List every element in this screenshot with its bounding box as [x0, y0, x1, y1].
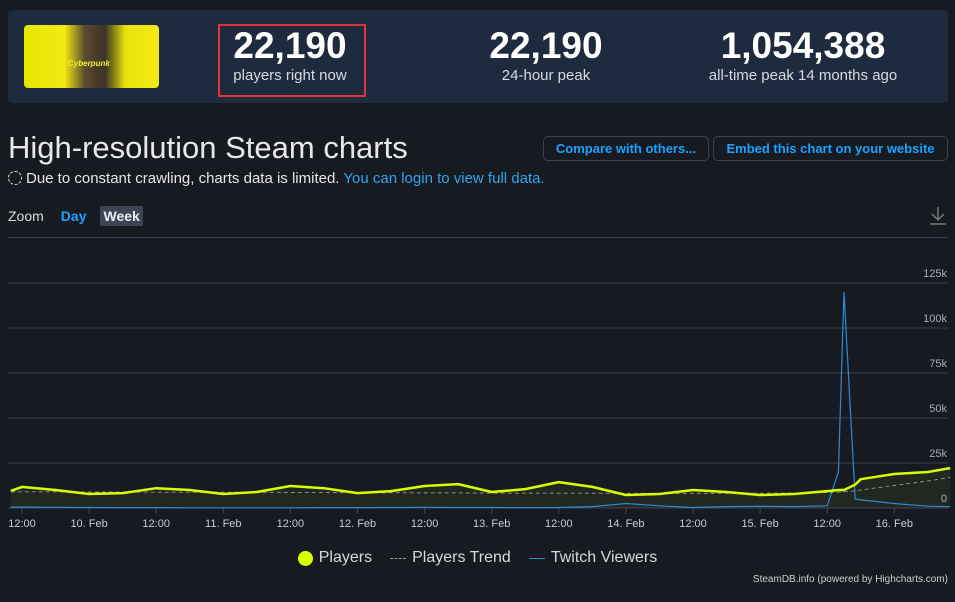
legend-players[interactable]: Players	[297, 549, 373, 567]
compare-button[interactable]: Compare with others...	[543, 136, 709, 161]
stat-label: 24-hour peak	[501, 67, 591, 84]
page-title: High-resolution Steam charts	[8, 130, 408, 165]
login-link[interactable]: You can login to view full data.	[343, 170, 545, 187]
stat-value: 1,054,388	[720, 25, 886, 66]
y-tick-label: 0	[941, 493, 947, 505]
stat-value: 22,190	[489, 25, 603, 66]
players-line	[10, 466, 951, 497]
loading-spinner-icon	[8, 171, 22, 185]
x-tick-label: 12:00	[277, 518, 305, 530]
game-cover-image[interactable]: Cyberpunk	[24, 25, 159, 88]
x-tick-label: 13. Feb	[473, 518, 510, 530]
legend-label: Players	[318, 549, 373, 566]
trend-line-icon	[390, 557, 407, 559]
x-tick-label: 16. Feb	[876, 518, 913, 530]
players-trend-line	[10, 476, 951, 494]
stat-label: players right now	[233, 67, 347, 84]
game-logo: Cyberpunk	[68, 59, 110, 68]
y-tick-label: 125k	[923, 268, 947, 280]
divider	[8, 237, 948, 238]
x-tick-label: 12:00	[545, 518, 573, 530]
y-tick-label: 75k	[929, 358, 947, 370]
embed-button[interactable]: Embed this chart on your website	[713, 136, 948, 161]
stat-label: all-time peak 14 months ago	[708, 67, 898, 84]
legend-twitch-viewers[interactable]: Twitch Viewers	[528, 549, 658, 567]
stat-24h-peak: 22,190 24-hour peak	[446, 25, 646, 85]
y-tick-label: 25k	[929, 448, 947, 460]
zoom-label: Zoom	[8, 208, 44, 224]
data-notice: Due to constant crawling, charts data is…	[8, 170, 545, 187]
stat-value: 22,190	[233, 25, 347, 66]
x-tick-label: 12:00	[142, 518, 170, 530]
twitch-viewers-line	[10, 291, 951, 509]
notice-text: Due to constant crawling, charts data is…	[26, 170, 340, 187]
zoom-day-button[interactable]: Day	[60, 208, 87, 224]
x-tick-label: 12. Feb	[339, 518, 376, 530]
x-tick-label: 10. Feb	[70, 518, 107, 530]
download-icon[interactable]	[929, 205, 947, 225]
y-tick-label: 50k	[929, 403, 947, 415]
legend-players-trend[interactable]: Players Trend	[390, 549, 511, 567]
x-tick-label: 12:00	[411, 518, 439, 530]
twitch-line-icon	[528, 557, 545, 559]
chart-credit[interactable]: SteamDB.info (powered by Highcharts.com)	[752, 574, 948, 585]
stat-players-now: 22,190 players right now	[190, 25, 390, 85]
x-tick-label: 14. Feb	[607, 518, 644, 530]
y-tick-label: 100k	[923, 313, 947, 325]
x-tick-label: 11. Feb	[205, 518, 242, 530]
x-tick-label: 15. Feb	[741, 518, 778, 530]
stats-banner	[8, 10, 948, 103]
player-chart[interactable]: 0 25k 50k 75k 100k 125k 12:00 10. Feb 12:00 11. F…	[0, 240, 955, 535]
x-tick-label: 12:00	[813, 518, 841, 530]
players-marker-icon	[297, 550, 313, 566]
chart-legend: Players Players Trend Twitch Viewers	[0, 549, 955, 567]
stat-all-time-peak: 1,054,388 all-time peak 14 months ago	[703, 25, 903, 85]
highlight-box	[218, 24, 366, 97]
zoom-controls: Zoom Day Week	[8, 206, 143, 226]
players-area	[10, 468, 951, 508]
legend-label: Players Trend	[412, 549, 511, 566]
zoom-week-button[interactable]: Week	[100, 206, 143, 226]
legend-label: Twitch Viewers	[550, 549, 658, 566]
x-tick-label: 12:00	[8, 518, 36, 530]
x-tick-label: 12:00	[679, 518, 707, 530]
